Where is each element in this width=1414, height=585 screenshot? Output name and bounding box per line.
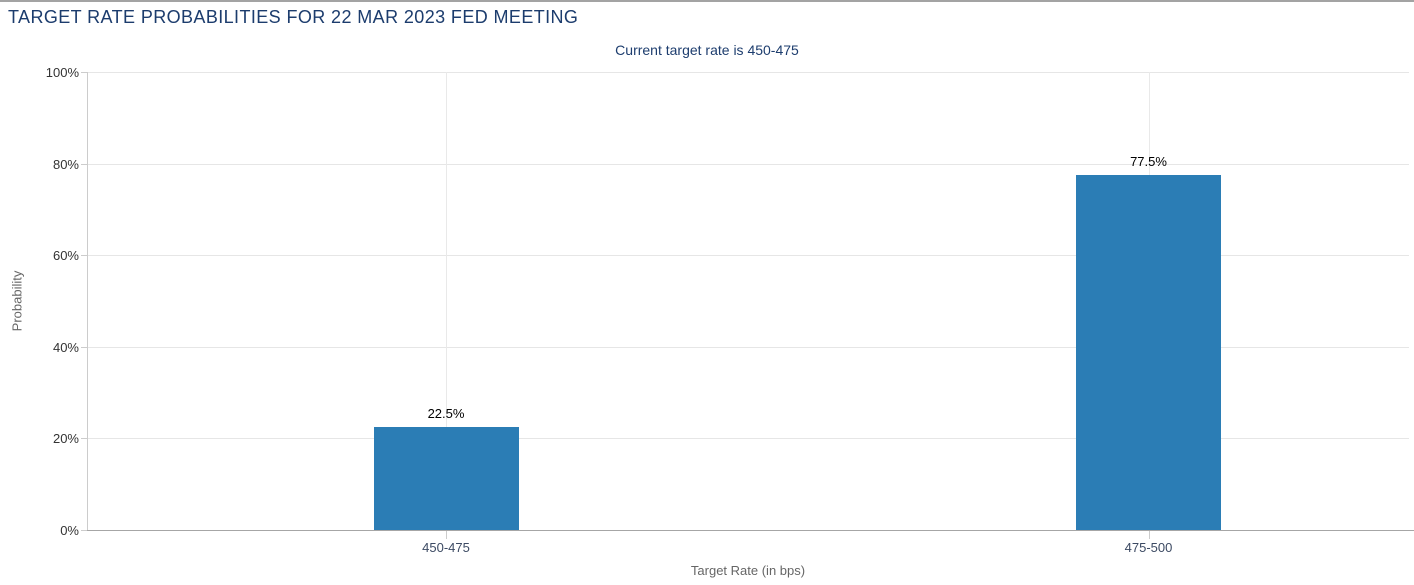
y-tick-label: 40% [52,339,79,355]
y-tick-label: 0% [60,523,79,538]
probability-bar[interactable] [373,426,519,530]
x-axis-tick [446,531,447,539]
x-axis-title: Target Rate (in bps) [690,563,806,578]
y-tick-label: 20% [52,431,79,447]
y-axis-tick [81,72,87,73]
bar-value-label: 77.5% [1130,154,1167,170]
chart-subtitle: Current target rate is 450-475 [615,42,799,58]
x-category-label: 475-500 [1124,540,1173,555]
y-axis-line [87,72,88,530]
y-gridline [87,163,1409,165]
y-gridline [87,255,1409,257]
x-axis-line [87,530,1414,531]
x-category-label: 450-475 [422,540,470,555]
y-gridline [87,438,1409,440]
y-gridline [87,346,1409,348]
chart-title: TARGET RATE PROBABILITIES FOR 22 MAR 202… [8,7,579,27]
bar-value-label: 22.5% [427,405,465,421]
category-gridline [446,72,447,530]
y-axis-tick [81,438,87,440]
x-axis-tick [1148,531,1150,539]
y-axis-tick [81,255,87,257]
y-gridline [87,72,1409,73]
y-axis-tick [81,346,87,348]
y-tick-label: 100% [45,65,79,80]
probability-bar[interactable] [1076,175,1221,530]
y-axis-tick [81,530,87,531]
y-axis-tick [81,163,87,165]
y-axis-title: Probability [9,270,25,332]
y-tick-label: 80% [52,156,79,172]
y-tick-label: 60% [52,248,79,264]
